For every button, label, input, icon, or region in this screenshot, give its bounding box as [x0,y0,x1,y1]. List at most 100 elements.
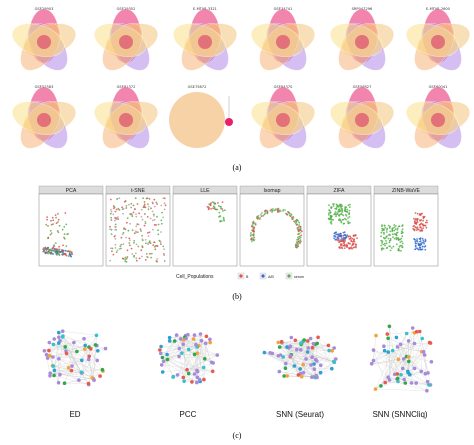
venn-core [431,113,445,127]
scatter-point [344,208,347,211]
scatter-point [160,222,163,225]
scatter-point [61,228,64,231]
scatter-point [270,210,273,213]
scatter-point [153,215,155,217]
venn-diagram: SRP047296 [330,7,394,71]
network-node [77,378,81,383]
scatter-point [153,218,156,221]
network-node [404,331,409,336]
scatter-point [264,209,267,212]
scatter-point [113,207,115,210]
facet-label: ZINB-WaVE [392,188,421,194]
embedding-panel: PCA t-SNE LLE Isomap ZIFA ZINB-WaVE [38,185,439,267]
scatter-point [417,242,420,245]
scatter-point [155,244,158,247]
scatter-point [385,229,388,231]
scatter-point [148,231,151,234]
scatter-point [328,209,330,211]
scatter-point [338,214,340,217]
network-edge [68,342,75,368]
scatter-point [333,203,335,205]
scatter-point [401,228,404,231]
scatter-point [135,231,138,234]
network-edge [317,343,335,349]
network-edge [407,371,429,386]
network-edge [288,347,302,377]
network-node [178,337,183,341]
network-node [159,363,164,367]
scatter-point [347,220,349,223]
scatter-point [380,231,383,234]
scatter-point [337,204,340,207]
scatter-point [351,247,353,250]
scatter-point [413,217,415,220]
network-graph: ED [42,329,108,419]
network-node [408,372,412,377]
network-node [386,336,390,341]
network-node [98,374,102,378]
scatter-point [337,235,340,238]
network-edge [409,338,423,375]
network-edge [186,338,205,359]
scatter-point [385,231,388,233]
network-node [167,339,172,343]
scatter-point [135,215,138,218]
network-edge [281,341,333,351]
scatter-point [329,211,332,214]
network-edge [62,336,94,379]
scatter-point [391,233,394,236]
network-node [295,347,299,352]
scatter-point [389,237,392,240]
scatter-point [389,230,392,233]
scatter-point [296,238,299,241]
network-node [331,359,336,364]
network-edge [397,346,424,352]
network-edge [300,343,315,377]
network-node [312,367,317,372]
venn-diagram: GSE60041 [406,85,470,149]
scatter-point [339,210,342,212]
scatter-point [348,206,351,209]
network-node [379,384,383,388]
network-edge [173,369,188,377]
scatter-point [57,252,59,255]
network-edge [44,346,90,351]
scatter-point [424,248,427,251]
network-node [412,366,417,371]
network-node [45,356,50,360]
scatter-point [277,210,280,212]
scatter-point [124,260,127,263]
scatter-point [146,197,149,200]
scatter-point [401,225,404,228]
scatter-point [129,213,132,216]
scatter-point [160,231,162,233]
scatter-point [295,244,297,246]
scatter-point [208,207,211,209]
scatter-point [50,232,53,235]
scatter-point [336,204,338,207]
network-edge [162,341,175,358]
network-node [414,330,419,334]
network-graph: PCC [158,332,220,419]
scatter-point [50,249,52,252]
network-edge [388,377,429,386]
scatter-point [139,228,142,231]
network-node [190,380,194,384]
network-edge [280,354,286,369]
legend-label: serum [294,275,304,279]
network-node [401,366,405,371]
network-edge [53,365,79,381]
scatter-point [413,228,416,231]
scatter-point [347,235,349,238]
network-node [301,362,306,367]
scatter-point [147,203,149,206]
scatter-point [143,204,146,207]
scatter-point [49,233,52,236]
network-edge [281,342,314,344]
scatter-point [393,224,396,226]
network-node [180,351,184,355]
network-node [374,333,378,338]
scatter-point [111,247,114,250]
network-node [402,357,406,361]
scatter-point [401,246,404,249]
